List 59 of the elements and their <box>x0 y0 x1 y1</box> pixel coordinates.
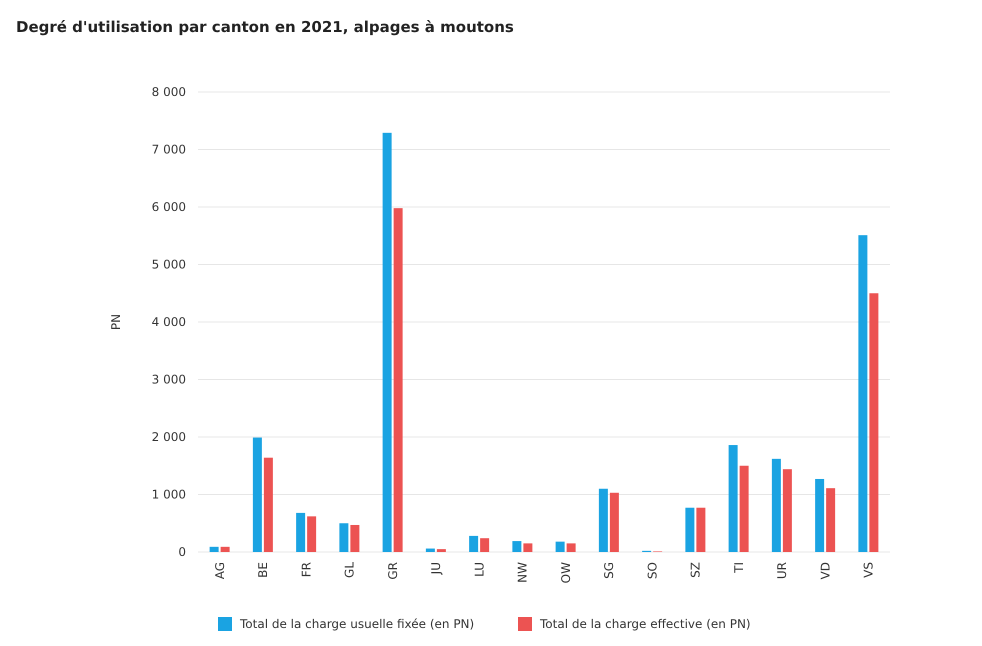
x-tick-label: NW <box>516 562 530 583</box>
bar <box>685 508 694 552</box>
x-tick-label: VD <box>818 562 832 580</box>
x-tick-label: UR <box>775 562 790 580</box>
bar <box>220 546 230 552</box>
x-tick-label: SG <box>602 562 616 579</box>
x-tick-label: AG <box>212 562 227 580</box>
bar <box>598 488 608 552</box>
x-tick-label: LU <box>472 562 486 577</box>
x-tick-label: GR <box>386 562 400 580</box>
y-tick-label: 5 000 <box>152 258 186 272</box>
y-tick-label: 7 000 <box>152 142 186 157</box>
y-tick-label: 2 000 <box>152 430 186 444</box>
bar <box>728 445 738 552</box>
bar <box>696 508 706 552</box>
bar <box>436 549 446 552</box>
y-tick-label: 3 000 <box>152 372 186 387</box>
bar <box>610 492 619 552</box>
bar <box>523 543 532 552</box>
bar <box>382 132 392 552</box>
bar <box>469 536 478 552</box>
bar <box>264 458 273 552</box>
bar <box>869 293 878 552</box>
bar <box>350 524 360 552</box>
bar <box>815 478 824 552</box>
bar <box>252 438 262 552</box>
y-tick-label: 6 000 <box>152 200 186 214</box>
bar <box>426 548 435 552</box>
bar <box>296 512 306 552</box>
y-axis-title: PN <box>109 314 123 330</box>
bar <box>339 523 348 552</box>
bar <box>772 458 781 552</box>
x-tick-label: FR <box>299 562 314 578</box>
bar <box>556 542 565 552</box>
x-tick-label: TI <box>732 562 746 574</box>
y-tick-label: 0 <box>178 545 186 560</box>
bar <box>512 541 522 552</box>
bar <box>480 538 490 552</box>
bar <box>210 546 219 552</box>
bar <box>394 208 403 552</box>
legend-label: Total de la charge effective (en PN) <box>539 617 751 632</box>
x-tick-label: SZ <box>688 562 703 578</box>
y-tick-label: 8 000 <box>152 85 186 100</box>
bar <box>740 466 749 552</box>
x-tick-label: JU <box>429 562 444 576</box>
y-tick-label: 1 000 <box>152 488 186 502</box>
x-tick-label: OW <box>558 562 573 584</box>
bar <box>858 235 868 552</box>
bar <box>566 543 576 552</box>
x-tick-label: BE <box>256 562 270 578</box>
y-tick-label: 4 000 <box>152 315 186 330</box>
bar <box>307 516 316 552</box>
chart-title: Degré d'utilisation par canton en 2021, alpages à moutons <box>16 18 514 36</box>
x-tick-label: VS <box>862 562 876 578</box>
x-tick-label: GL <box>342 562 357 578</box>
bar <box>782 469 792 552</box>
legend-label: Total de la charge usuelle fixée (en PN) <box>239 617 474 632</box>
x-tick-label: SO <box>645 562 660 580</box>
bar <box>826 488 836 552</box>
